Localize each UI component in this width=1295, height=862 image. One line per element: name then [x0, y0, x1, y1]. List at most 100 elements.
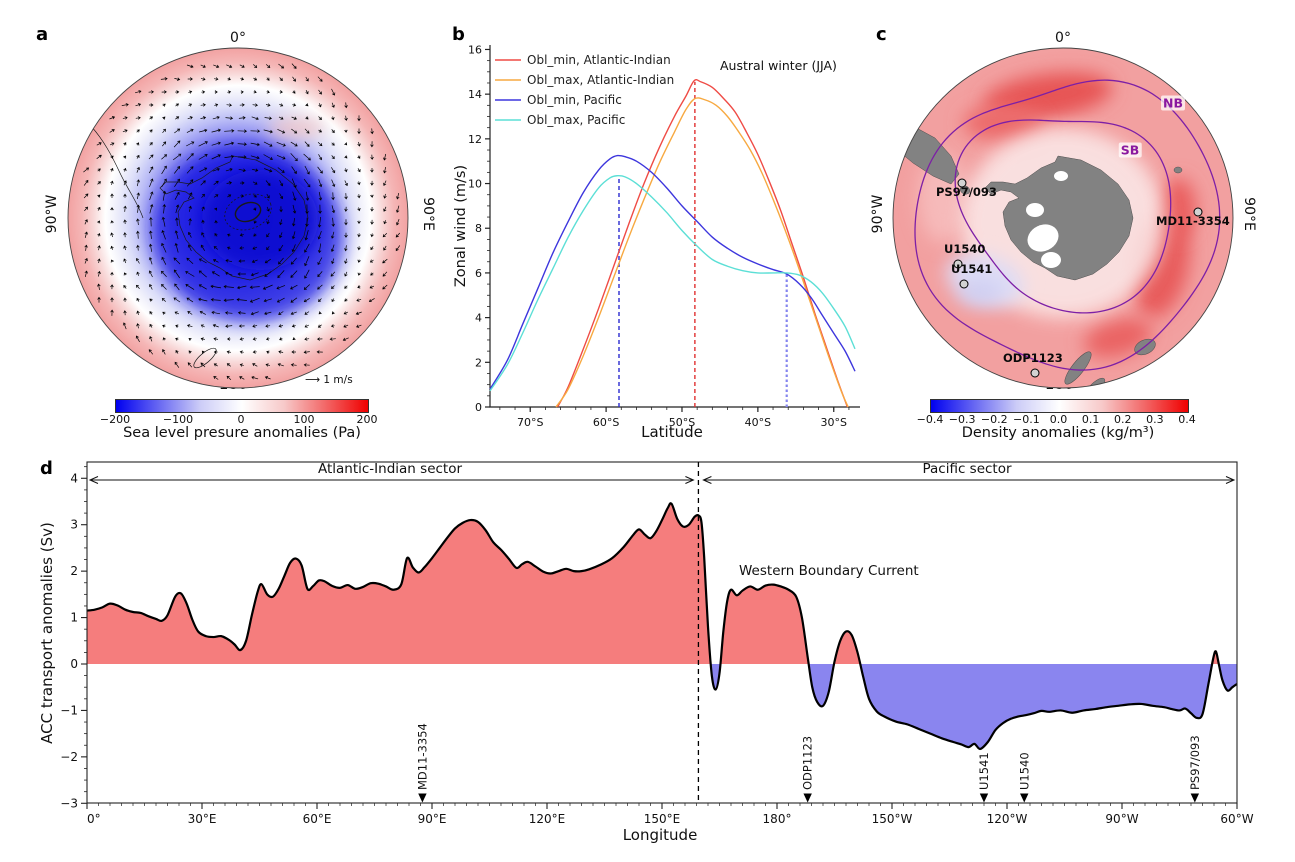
site-dot-U1540	[953, 259, 963, 269]
ytick-2: 2	[70, 564, 78, 578]
site-marker-U1541	[979, 793, 989, 803]
sector-label-pacific: Pacific sector	[922, 461, 1012, 477]
ytick-2: 2	[475, 356, 482, 369]
panel-a-compass-top: 0°	[230, 30, 246, 46]
vector-scale-label: 1 m/s	[323, 374, 353, 386]
land-antarctica	[893, 122, 1183, 388]
site-marker-MD11-3354	[418, 793, 427, 803]
site-marker-label-MD11-3354: MD11-3354	[415, 723, 429, 790]
site-dot-PS97/093	[957, 178, 967, 188]
xtick-60°S: 60°S	[593, 416, 619, 429]
legend-label-2: Obl_min, Pacific	[527, 93, 622, 107]
positive-transport-area	[87, 503, 1237, 664]
slp-cbar-tick-3: 100	[293, 413, 315, 426]
ytick-10: 10	[468, 178, 482, 191]
site-marker-label-ODP1123: ODP1123	[801, 736, 815, 790]
series-obl-min-atlantic-indian	[556, 79, 849, 408]
xtick-30°S: 30°S	[821, 416, 847, 429]
slp-cbar-tick-1: −100	[162, 413, 194, 426]
xtick-60°W: 60°W	[1220, 812, 1253, 826]
xtick-120°W: 120°W	[987, 812, 1028, 826]
southern-boundary-label: SB	[1118, 142, 1142, 158]
ice-shelves	[1026, 171, 1068, 268]
site-dot-MD11-3354	[1193, 207, 1203, 217]
ytick--1: −1	[60, 703, 78, 717]
xtick-180°: 180°	[763, 812, 792, 826]
ytick-0: 0	[70, 657, 78, 671]
density-cbar-tick-6: 0.2	[1114, 413, 1132, 426]
xtick-70°S: 70°S	[517, 416, 543, 429]
ytick-6: 6	[475, 267, 482, 280]
ytick-16: 16	[468, 43, 482, 56]
xtick-150°E: 150°E	[644, 812, 681, 826]
site-marker-label-U1541: U1541	[977, 752, 991, 790]
site-label-MD11-3354: MD11-3354	[1156, 214, 1230, 228]
ytick-4: 4	[70, 471, 78, 485]
density-cbar-tick-3: −0.1	[1013, 413, 1040, 426]
northern-boundary-contour	[914, 79, 1221, 371]
northern-boundary-label: NB	[1161, 95, 1185, 111]
xtick-50°S: 50°S	[669, 416, 695, 429]
site-dot-ODP1123	[1030, 368, 1040, 378]
density-cbar-tick-2: −0.2	[980, 413, 1008, 426]
zonal-wind-ylabel: Zonal wind (m/s)	[453, 164, 469, 288]
acc-ylabel: ACC transport anomalies (Sv)	[38, 522, 56, 744]
legend-label-3: Obl_max, Pacific	[527, 113, 625, 127]
xtick-90°W: 90°W	[1105, 812, 1138, 826]
site-dot-U1541	[959, 279, 969, 289]
xtick-60°E: 60°E	[303, 812, 332, 826]
southern-boundary-contour	[954, 119, 1172, 314]
axes	[81, 461, 1238, 809]
slp-colorbar-caption: Sea level presure anomalies (Pa)	[123, 425, 361, 441]
ytick--3: −3	[60, 796, 78, 810]
panel-c-compass-left: 90°W	[870, 194, 886, 234]
panel-a-compass-right: 90°E	[420, 197, 436, 231]
ytick-12: 12	[468, 133, 482, 146]
ytick-0: 0	[475, 401, 482, 414]
series-obl-max-pacific	[489, 174, 856, 392]
vector-scale: ⟶ 1 m/s	[305, 374, 353, 386]
panel-b-label: b	[452, 24, 465, 45]
xtick-120°E: 120°E	[529, 812, 566, 826]
ytick-14: 14	[468, 88, 482, 101]
density-colorbar-caption: Density anomalies (kg/m³)	[961, 425, 1155, 441]
transport-curve	[86, 502, 1238, 751]
ytick--2: −2	[60, 750, 78, 764]
ytick-4: 4	[475, 312, 482, 325]
density-cbar-tick-7: 0.3	[1146, 413, 1164, 426]
density-cbar-tick-1: −0.3	[948, 413, 976, 426]
site-label-ODP1123: ODP1123	[1003, 351, 1063, 365]
legend: Obl_min, Atlantic-Indian Obl_max, Atlanti…	[495, 53, 674, 127]
site-marker-PS97/093	[1190, 793, 1200, 803]
axes	[485, 45, 860, 412]
vector-arrow-icon: ⟶	[305, 374, 321, 386]
site-marker-U1540	[1020, 793, 1029, 803]
map-border	[892, 47, 1234, 389]
density-cbar-tick-4: 0.0	[1049, 413, 1068, 426]
density-cbar-tick-5: 0.1	[1081, 413, 1100, 426]
latitude-xlabel: Latitude	[641, 423, 703, 441]
xtick-30°E: 30°E	[188, 812, 217, 826]
xtick-90°E: 90°E	[418, 812, 447, 826]
slp-cbar-tick-2: 0	[237, 413, 245, 426]
slp-cbar-tick-4: 200	[356, 413, 378, 426]
legend-label-1: Obl_max, Atlantic-Indian	[527, 73, 674, 87]
series-obl-min-pacific	[489, 154, 856, 390]
slp-colorbar-ticks: −200 −100 0 100 200	[100, 413, 378, 427]
wind-vectors	[83, 63, 401, 380]
legend-label-0: Obl_min, Atlantic-Indian	[527, 53, 671, 67]
slp-anomaly-map	[67, 47, 409, 389]
negative-transport-area	[87, 664, 1237, 749]
panel-c-compass-top: 0°	[1055, 30, 1071, 46]
xtick-40°S: 40°S	[745, 416, 771, 429]
site-marker-ODP1123	[803, 793, 812, 803]
panel-d-label: d	[40, 458, 53, 479]
site-marker-label-PS97/093: PS97/093	[1188, 735, 1202, 790]
longitude-xlabel: Longitude	[622, 826, 698, 844]
site-label-U1541: U1541	[951, 262, 992, 276]
density-cbar-tick-8: 0.4	[1178, 413, 1196, 426]
panel-a-compass-left: 90°W	[44, 194, 60, 234]
site-label-U1540: U1540	[944, 242, 985, 256]
ytick-8: 8	[475, 222, 482, 235]
